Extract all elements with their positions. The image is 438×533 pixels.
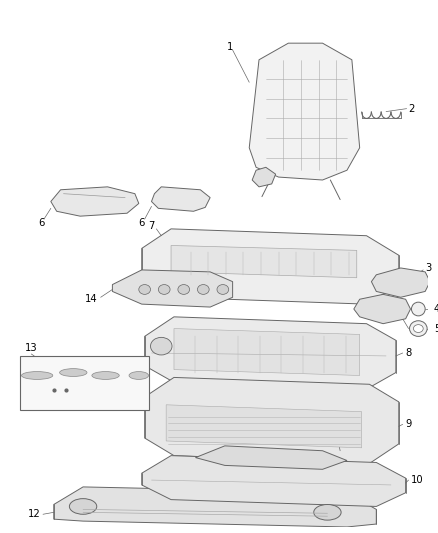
Ellipse shape	[129, 372, 148, 379]
Polygon shape	[354, 294, 410, 324]
Text: 6: 6	[410, 326, 417, 335]
Ellipse shape	[314, 505, 341, 520]
Polygon shape	[249, 43, 360, 180]
Text: 3: 3	[425, 263, 431, 273]
Polygon shape	[142, 229, 399, 304]
Text: 8: 8	[406, 348, 412, 358]
Text: 12: 12	[28, 509, 41, 519]
Ellipse shape	[60, 369, 87, 376]
Polygon shape	[174, 328, 360, 375]
Text: 5: 5	[434, 324, 438, 334]
Polygon shape	[51, 187, 139, 216]
Text: 7: 7	[148, 221, 155, 231]
Polygon shape	[195, 446, 347, 470]
Polygon shape	[145, 317, 396, 389]
Polygon shape	[171, 246, 357, 278]
Text: 1: 1	[227, 42, 233, 52]
Ellipse shape	[410, 321, 427, 336]
Ellipse shape	[413, 325, 423, 333]
Bar	[20, 356, 148, 410]
Polygon shape	[142, 456, 406, 506]
Text: 6: 6	[38, 218, 44, 228]
Ellipse shape	[21, 372, 53, 379]
Ellipse shape	[198, 285, 209, 294]
Ellipse shape	[139, 285, 151, 294]
Polygon shape	[145, 377, 399, 464]
Ellipse shape	[151, 337, 172, 355]
Text: 11: 11	[337, 439, 350, 449]
Ellipse shape	[159, 285, 170, 294]
Text: 13: 13	[25, 343, 37, 353]
Ellipse shape	[178, 285, 190, 294]
Text: 2: 2	[409, 103, 415, 114]
Polygon shape	[113, 270, 233, 307]
Ellipse shape	[217, 285, 229, 294]
Text: 4: 4	[434, 304, 438, 314]
Ellipse shape	[69, 499, 97, 514]
Polygon shape	[166, 405, 362, 448]
Text: 9: 9	[406, 419, 412, 430]
Polygon shape	[152, 187, 210, 211]
Text: 14: 14	[85, 294, 98, 304]
Text: 6: 6	[138, 218, 145, 228]
Polygon shape	[252, 167, 276, 187]
Ellipse shape	[411, 302, 425, 316]
Text: 10: 10	[410, 475, 423, 485]
Polygon shape	[54, 487, 376, 527]
Polygon shape	[371, 268, 430, 297]
Ellipse shape	[92, 372, 119, 379]
